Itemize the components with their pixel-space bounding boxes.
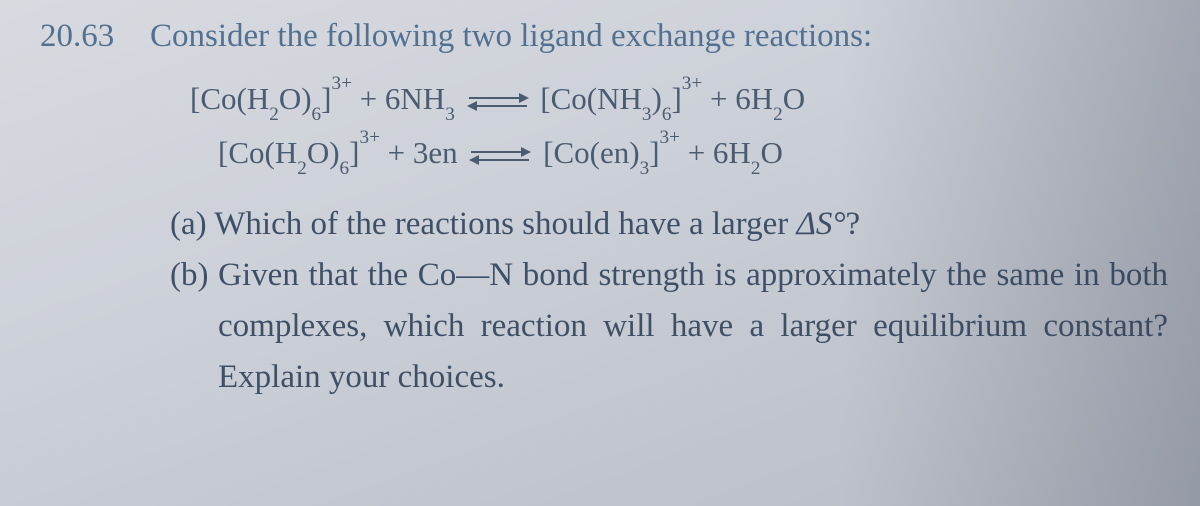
part-b: (b) Given that the Co—N bond strength is… bbox=[170, 250, 1168, 403]
question-parts: (a) Which of the reactions should have a… bbox=[170, 199, 1168, 404]
eq2-plus-en: + 3en bbox=[380, 135, 466, 170]
equations-block: [Co(H2O)6]3+ + 6NH3 [Co(NH3)6]3+ + 6H2O … bbox=[190, 73, 1168, 181]
eq2-lhs-complex: [Co(H2O)6]3+ bbox=[218, 135, 380, 170]
problem-title: Consider the following two ligand exchan… bbox=[150, 18, 872, 55]
equation-2: [Co(H2O)6]3+ + 3en [Co(en)3]3+ + 6H2O bbox=[190, 127, 1168, 181]
equilibrium-arrow-icon bbox=[471, 145, 529, 167]
equilibrium-arrow-icon bbox=[469, 91, 527, 113]
eq1-plus-h2o: + 6H2O bbox=[702, 81, 805, 116]
problem-header: 20.63 Consider the following two ligand … bbox=[40, 18, 1168, 55]
part-a: (a) Which of the reactions should have a… bbox=[170, 199, 1168, 250]
eq2-rhs-complex: [Co(en)3]3+ bbox=[535, 135, 680, 170]
eq2-plus-h2o: + 6H2O bbox=[680, 135, 783, 170]
part-a-text: (a) Which of the reactions should have a… bbox=[170, 206, 860, 242]
eq1-lhs-complex: [Co(H2O)6]3+ bbox=[190, 81, 352, 116]
equation-1: [Co(H2O)6]3+ + 6NH3 [Co(NH3)6]3+ + 6H2O bbox=[190, 73, 1168, 127]
problem-number: 20.63 bbox=[40, 18, 150, 55]
eq1-plus-nh3: + 6NH3 bbox=[352, 81, 455, 116]
textbook-problem: 20.63 Consider the following two ligand … bbox=[0, 0, 1200, 506]
eq1-rhs-complex: [Co(NH3)6]3+ bbox=[540, 81, 702, 116]
